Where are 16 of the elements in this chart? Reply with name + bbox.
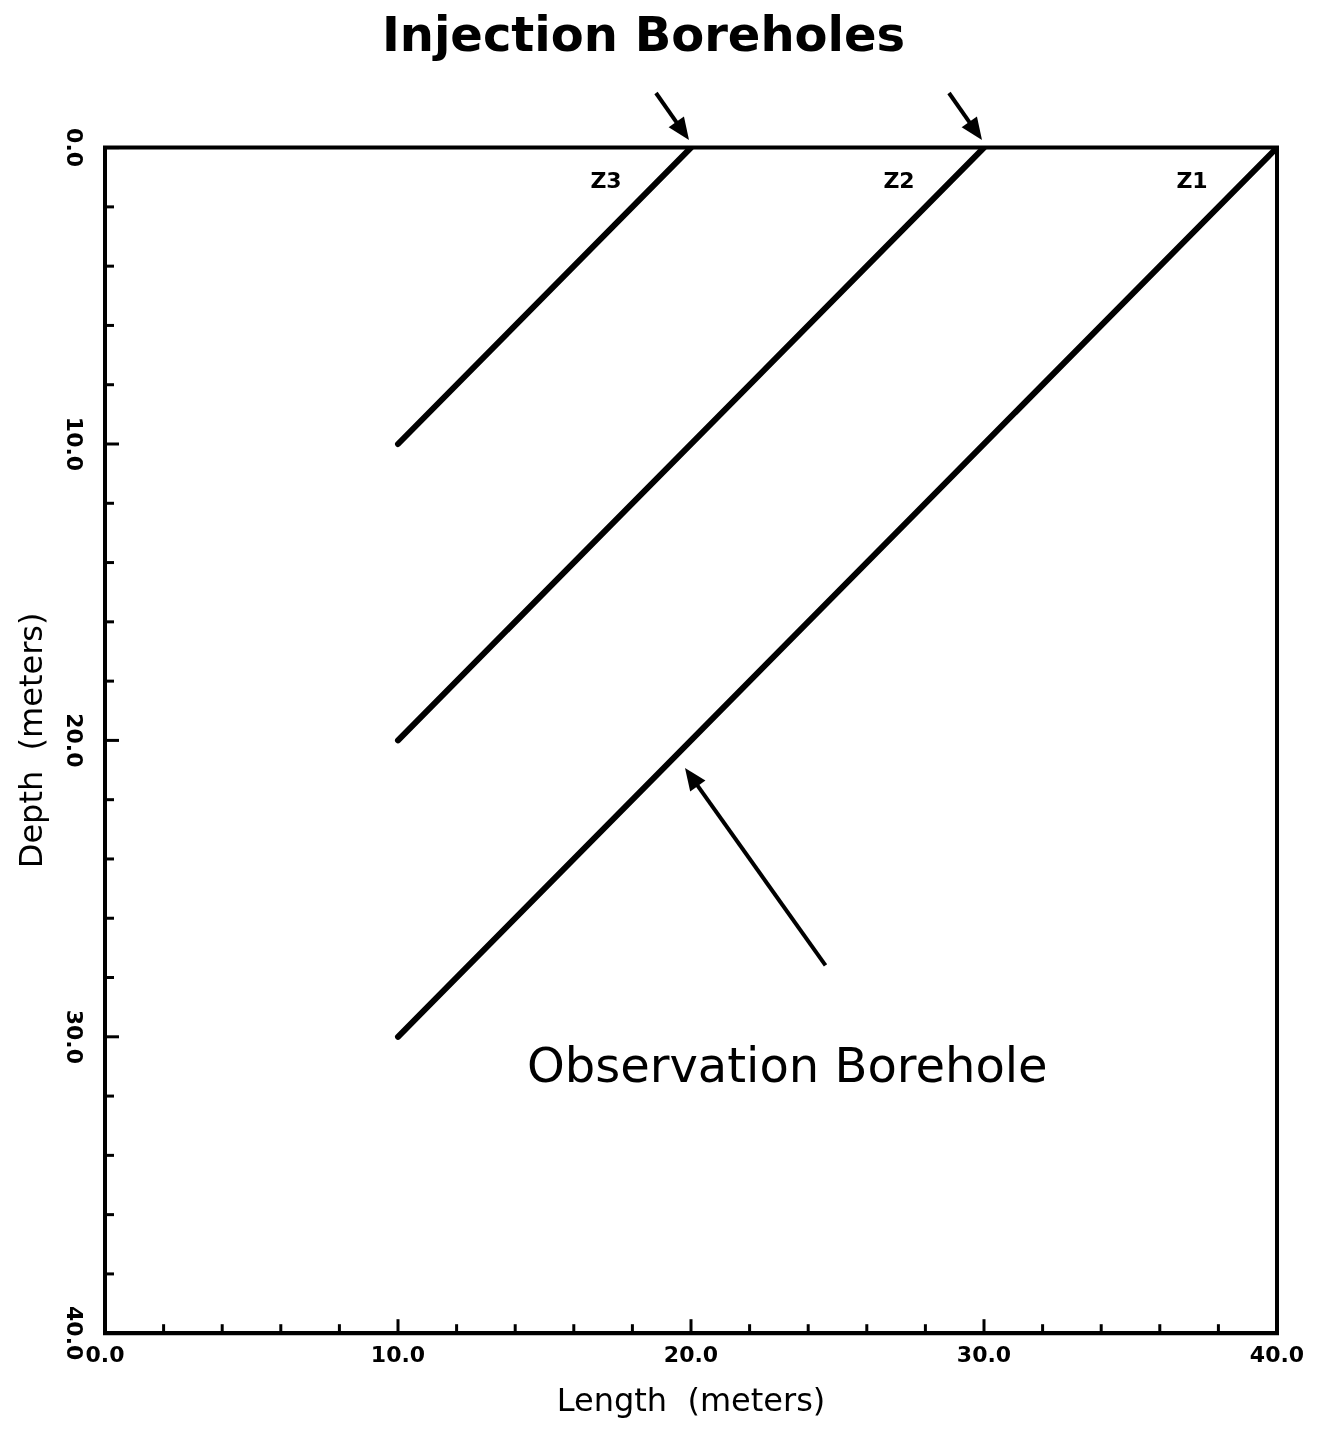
x-tick-label: 0.0 [85,1342,125,1368]
x-tick-label: 40.0 [1249,1342,1305,1368]
y-tick-label: 20.0 [62,713,88,768]
y-tick-label: 0.0 [62,128,88,168]
x-axis-title: Length (meters) [556,1381,826,1420]
x-tick-label: 20.0 [663,1342,719,1368]
y-tick-label: 10.0 [62,416,88,472]
series-label: Z2 [883,168,915,194]
series-label: Z3 [590,168,622,194]
y-axis-title: Depth (meters) [11,612,50,869]
y-tick-label: 30.0 [62,1009,88,1064]
x-tick-label: 30.0 [956,1342,1012,1368]
x-tick-label: 10.0 [370,1342,426,1368]
chart-title: Injection Boreholes [381,6,906,63]
series-label: Z1 [1176,168,1208,194]
annotation: Observation Borehole [526,1036,1048,1093]
